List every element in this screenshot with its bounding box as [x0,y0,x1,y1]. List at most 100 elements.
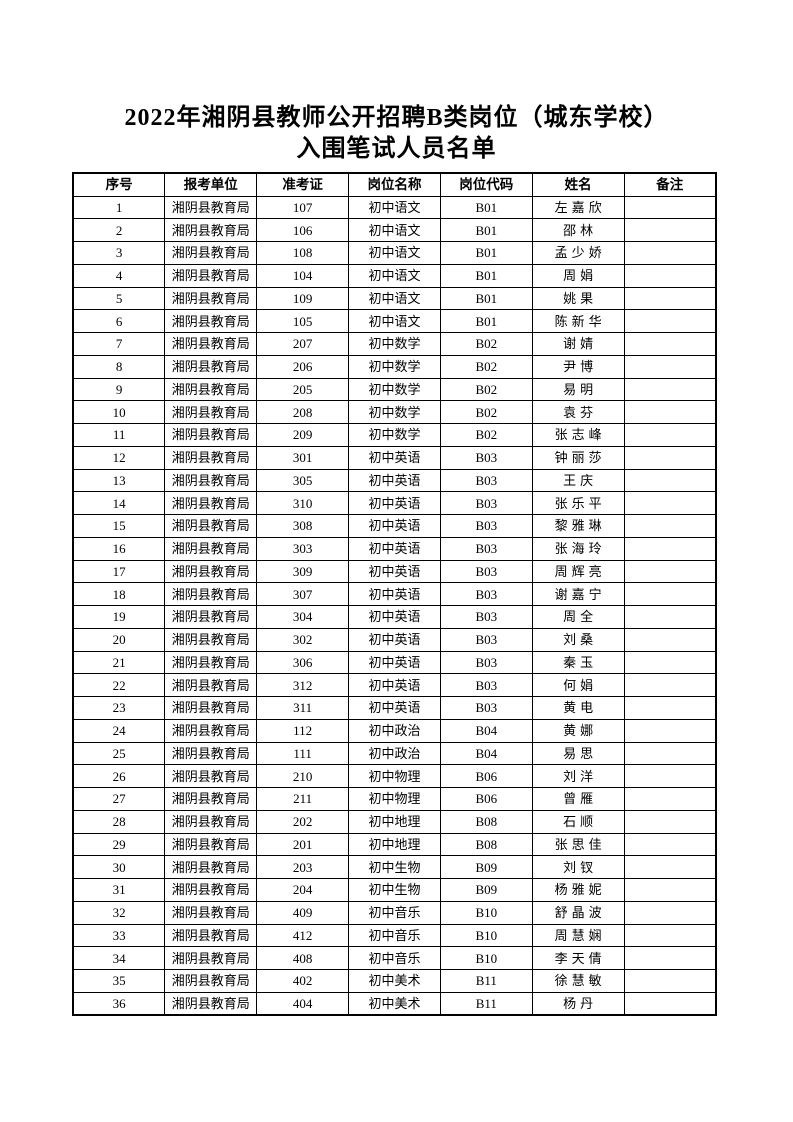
cell-ticket: 104 [256,263,350,288]
cell-name: 张海玲 [531,536,625,561]
cell-position: 初中物理 [348,787,441,811]
cell-name: 钟丽莎 [531,445,625,470]
cell-ticket: 201 [256,832,350,857]
table-row: 14 湘阴县教育局 310 初中英语 B03 张乐平 [72,491,717,515]
cell-unit: 湘阴县教育局 [164,332,258,356]
cell-remark [623,195,717,220]
cell-code: B10 [439,923,533,948]
cell-remark [623,673,717,697]
cell-remark [623,559,717,584]
cell-code: B03 [439,559,533,584]
cell-remark [623,696,717,720]
cell-position: 初中英语 [348,605,441,629]
cell-unit: 湘阴县教育局 [164,991,258,1016]
cell-ticket: 108 [256,241,350,265]
cell-unit: 湘阴县教育局 [164,605,258,629]
cell-position: 初中数学 [348,354,441,379]
cell-position: 初中物理 [348,764,441,788]
cell-position: 初中英语 [348,514,441,538]
cell-position: 初中政治 [348,718,441,743]
cell-remark [623,718,717,743]
cell-name: 邵林 [531,218,625,242]
cell-code: B03 [439,491,533,515]
cell-code: B03 [439,536,533,561]
cell-ticket: 302 [256,627,350,652]
cell-index: 20 [72,627,166,652]
cell-position: 初中美术 [348,969,441,993]
cell-remark [623,605,717,629]
cell-unit: 湘阴县教育局 [164,445,258,470]
cell-unit: 湘阴县教育局 [164,468,258,493]
cell-ticket: 210 [256,764,350,788]
cell-name: 张乐平 [531,491,625,515]
cell-code: B06 [439,764,533,788]
cell-name: 尹博 [531,354,625,379]
cell-unit: 湘阴县教育局 [164,218,258,242]
cell-code: B03 [439,627,533,652]
cell-name: 黄娜 [531,718,625,743]
cell-ticket: 312 [256,673,350,697]
column-header-name: 姓名 [531,172,625,197]
cell-remark [623,377,717,402]
cell-ticket: 107 [256,195,350,220]
cell-index: 36 [72,991,166,1016]
cell-unit: 湘阴县教育局 [164,832,258,857]
table-row: 4 湘阴县教育局 104 初中语文 B01 周娟 [72,263,717,288]
cell-remark [623,627,717,652]
table-row: 29 湘阴县教育局 201 初中地理 B08 张思佳 [72,832,717,857]
cell-remark [623,809,717,834]
cell-name: 徐慧敏 [531,969,625,993]
cell-index: 31 [72,878,166,902]
cell-ticket: 308 [256,514,350,538]
cell-position: 初中英语 [348,468,441,493]
cell-index: 21 [72,650,166,675]
cell-code: B02 [439,400,533,424]
cell-name: 张思佳 [531,832,625,857]
cell-code: B03 [439,696,533,720]
cell-ticket: 112 [256,718,350,743]
title-line1: 2022年湘阴县教师公开招聘B类岗位（城东学校） [124,105,669,131]
cell-code: B02 [439,332,533,356]
cell-remark [623,878,717,902]
cell-remark [623,241,717,265]
cell-unit: 湘阴县教育局 [164,787,258,811]
cell-remark [623,354,717,379]
cell-code: B11 [439,969,533,993]
cell-remark [623,491,717,515]
cell-remark [623,263,717,288]
cell-index: 6 [72,309,166,333]
cell-code: B03 [439,650,533,675]
table-row: 9 湘阴县教育局 205 初中数学 B02 易明 [72,377,717,402]
cell-remark [623,832,717,857]
cell-position: 初中英语 [348,491,441,515]
cell-ticket: 202 [256,809,350,834]
cell-code: B03 [439,673,533,697]
cell-ticket: 205 [256,377,350,402]
table-row: 33 湘阴县教育局 412 初中音乐 B10 周慧娴 [72,923,717,948]
table-row: 21 湘阴县教育局 306 初中英语 B03 秦玉 [72,650,717,675]
table-row: 20 湘阴县教育局 302 初中英语 B03 刘桑 [72,627,717,652]
cell-ticket: 208 [256,400,350,424]
cell-unit: 湘阴县教育局 [164,423,258,447]
cell-position: 初中音乐 [348,946,441,970]
cell-code: B01 [439,241,533,265]
cell-code: B08 [439,832,533,857]
cell-position: 初中美术 [348,991,441,1016]
cell-ticket: 309 [256,559,350,584]
page-title: 2022年湘阴县教师公开招聘B类岗位（城东学校） 入围笔试人员名单 [0,103,793,165]
cell-ticket: 303 [256,536,350,561]
cell-name: 易明 [531,377,625,402]
table-row: 34 湘阴县教育局 408 初中音乐 B10 李天倩 [72,946,717,970]
cell-name: 周辉亮 [531,559,625,584]
cell-name: 周全 [531,605,625,629]
cell-unit: 湘阴县教育局 [164,696,258,720]
cell-unit: 湘阴县教育局 [164,855,258,879]
cell-name: 谢嘉宁 [531,582,625,606]
table-row: 32 湘阴县教育局 409 初中音乐 B10 舒晶波 [72,900,717,925]
cell-ticket: 305 [256,468,350,493]
cell-unit: 湘阴县教育局 [164,309,258,333]
cell-name: 周娟 [531,263,625,288]
table-row: 31 湘阴县教育局 204 初中生物 B09 杨雅妮 [72,878,717,902]
cell-position: 初中音乐 [348,900,441,925]
table-row: 23 湘阴县教育局 311 初中英语 B03 黄电 [72,696,717,720]
